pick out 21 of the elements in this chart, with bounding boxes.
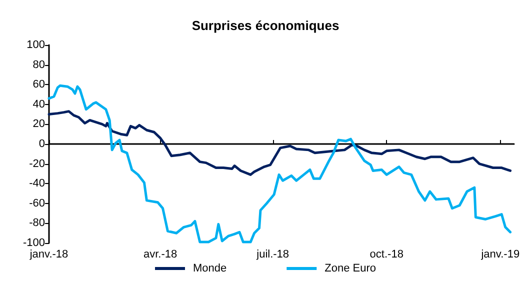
- y-tick-label: 80: [32, 58, 45, 71]
- line-series: [48, 110, 512, 176]
- y-tick-label: -60: [29, 197, 45, 210]
- legend-label: Zone Euro: [324, 262, 376, 274]
- y-tick-label: 0: [38, 138, 45, 150]
- x-tick-label: janv.-19: [480, 248, 520, 260]
- x-tick-label: juil.-18: [256, 248, 290, 260]
- x-tick-label: avr.-18: [143, 248, 178, 260]
- y-tick-label: 60: [32, 78, 45, 91]
- chart-title: Surprises économiques: [192, 18, 340, 33]
- line-series: [48, 84, 512, 244]
- y-tick-label: 40: [32, 98, 45, 110]
- x-tick-label: janv.-18: [28, 248, 68, 260]
- legend-label: Monde: [193, 262, 227, 274]
- y-tick-label: 100: [26, 39, 45, 51]
- y-tick-label: -40: [29, 178, 45, 190]
- y-tick-label: -100: [22, 237, 45, 249]
- y-tick-label: -80: [29, 217, 45, 230]
- x-tick-label: oct.-18: [370, 248, 404, 260]
- y-tick-label: 20: [32, 118, 45, 130]
- y-tick-label: -20: [29, 158, 45, 170]
